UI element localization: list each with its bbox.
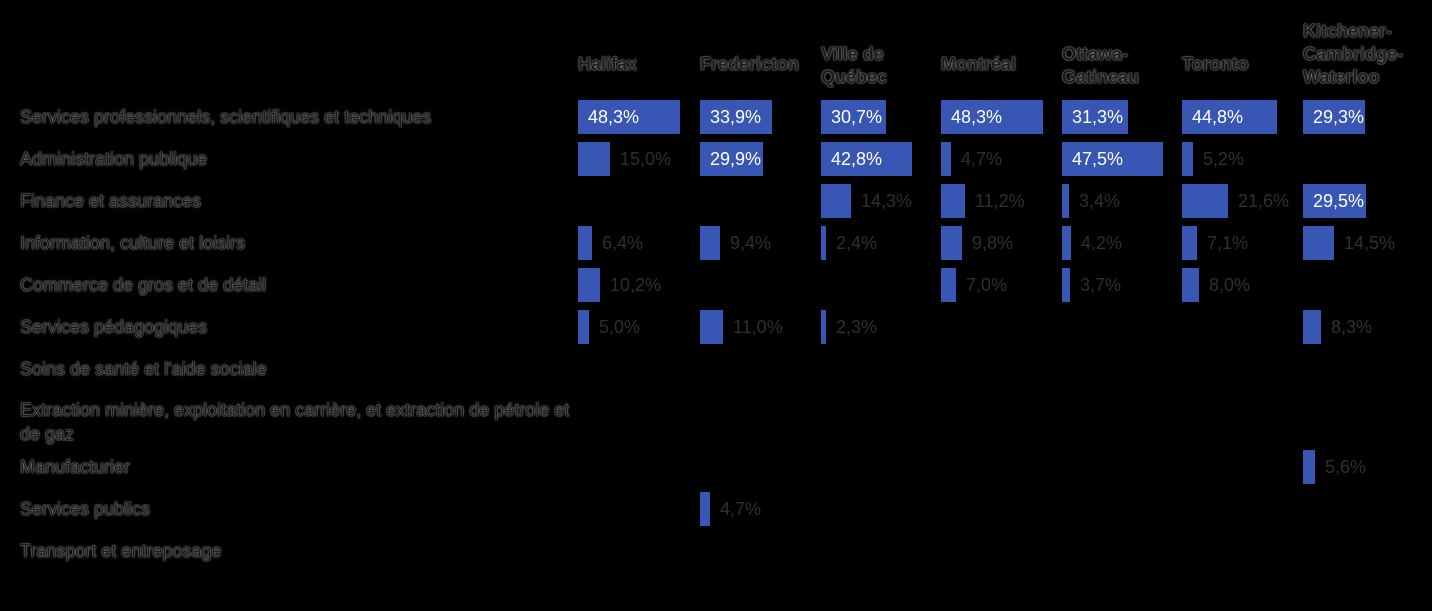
data-bar [578, 100, 680, 134]
data-bar [941, 226, 962, 260]
column-header: Fredericton [700, 54, 800, 74]
data-bar [1182, 100, 1277, 134]
data-bar [941, 268, 956, 302]
data-bar [1062, 226, 1071, 260]
data-bar [821, 142, 912, 176]
data-bar [821, 100, 886, 134]
data-label: 15,0% [620, 149, 672, 169]
data-bar [1303, 450, 1315, 484]
row-label: Information, culture et loisirs [20, 233, 246, 253]
data-bar [821, 184, 851, 218]
data-bar [578, 268, 600, 302]
data-bar [1303, 226, 1334, 260]
data-bar [578, 310, 589, 344]
data-label: 3,7% [1080, 275, 1122, 295]
data-label: 11,2% [975, 191, 1025, 211]
data-label: 2,3% [836, 317, 878, 337]
data-bar [700, 310, 723, 344]
row-label: Services professionnels, scientifiques e… [20, 107, 432, 127]
data-bar [700, 142, 763, 176]
data-label: 5,0% [599, 317, 641, 337]
data-bar [578, 142, 610, 176]
data-label: 11,0% [733, 317, 783, 337]
data-label: 14,3% [861, 191, 913, 211]
row-label: Services publics [20, 499, 151, 519]
data-label: 14,5% [1344, 233, 1396, 253]
data-label: 44,8% [1192, 107, 1244, 127]
data-bar [1303, 310, 1321, 344]
data-bar [1062, 184, 1069, 218]
data-label: 8,3% [1331, 317, 1373, 337]
data-label: 5,6% [1325, 457, 1367, 477]
column-header: Halifax [578, 54, 638, 74]
data-label: 8,0% [1209, 275, 1251, 295]
data-label: 29,3% [1313, 107, 1365, 127]
row-label: Transport et entreposage [20, 541, 222, 561]
data-bar [1062, 268, 1070, 302]
data-bar [821, 226, 826, 260]
data-label: 31,3% [1072, 107, 1124, 127]
data-label: 4,2% [1081, 233, 1123, 253]
row-label: Extraction minière, exploitation en carr… [20, 400, 570, 444]
data-bar [1303, 184, 1366, 218]
data-label: 6,4% [602, 233, 644, 253]
data-bar [941, 100, 1043, 134]
data-label: 33,9% [710, 107, 762, 127]
data-label: 4,7% [720, 499, 762, 519]
row-label: Soins de santé et l'aide sociale [20, 359, 267, 379]
row-label: Administration publique [20, 149, 208, 169]
data-bar [578, 226, 592, 260]
data-bar [1182, 142, 1193, 176]
data-label: 29,5% [1313, 191, 1365, 211]
data-bar [1062, 100, 1128, 134]
data-label: 5,2% [1203, 149, 1245, 169]
data-label: 47,5% [1072, 149, 1124, 169]
data-bar [821, 310, 826, 344]
data-label: 21,6% [1238, 191, 1290, 211]
column-header: Ville de Québec [821, 44, 888, 87]
row-label: Commerce de gros et de détail [20, 275, 267, 295]
data-bar [941, 142, 951, 176]
data-label: 10,2% [610, 275, 662, 295]
data-label: 9,4% [730, 233, 772, 253]
data-label: 3,4% [1079, 191, 1121, 211]
data-label: 29,9% [710, 149, 762, 169]
data-label: 4,7% [961, 149, 1003, 169]
column-header: Montréal [941, 54, 1017, 74]
data-bar [700, 100, 772, 134]
data-label: 2,4% [836, 233, 878, 253]
data-bar [1182, 268, 1199, 302]
data-bar [1062, 142, 1163, 176]
column-header: Ottawa- Gatineau [1062, 44, 1140, 87]
row-label: Manufacturier [20, 457, 131, 477]
data-bar [700, 226, 720, 260]
column-header: Kitchener- Cambridge- Waterloo [1303, 21, 1404, 87]
data-label: 42,8% [831, 149, 883, 169]
data-label: 7,1% [1207, 233, 1249, 253]
data-label: 30,7% [831, 107, 883, 127]
data-label: 9,8% [972, 233, 1014, 253]
data-bar [1182, 184, 1228, 218]
data-label: 7,0% [966, 275, 1008, 295]
data-label: 48,3% [951, 107, 1003, 127]
data-bar [941, 184, 965, 218]
data-bar [700, 492, 710, 526]
data-bar [1303, 100, 1365, 134]
row-label: Finance et assurances [20, 191, 202, 211]
data-bar [1182, 226, 1197, 260]
column-header: Toronto [1182, 54, 1249, 74]
row-label: Services pédagogiques [20, 317, 208, 337]
data-label: 48,3% [588, 107, 640, 127]
